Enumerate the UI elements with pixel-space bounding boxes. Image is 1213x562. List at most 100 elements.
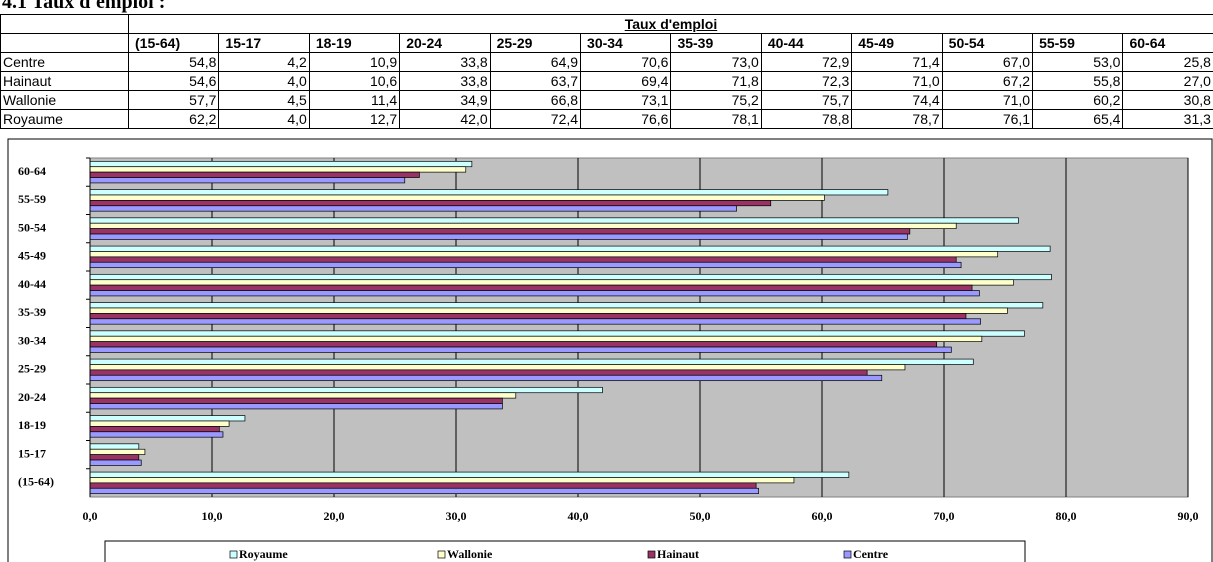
bar xyxy=(89,358,974,365)
x-tick-label: 60,0 xyxy=(812,509,833,523)
cell: 71,0 xyxy=(851,71,943,91)
column-header: 50-54 xyxy=(941,33,1034,53)
bar xyxy=(89,307,1008,314)
cell: 69,4 xyxy=(580,71,672,91)
bar xyxy=(89,222,957,229)
legend-label: Royaume xyxy=(239,547,288,561)
bar xyxy=(89,346,952,353)
heading: 4.1 Taux d'emploi : xyxy=(2,0,166,13)
bar xyxy=(89,313,967,320)
cell: 25,8 xyxy=(1122,52,1213,72)
y-tick-label: 30-34 xyxy=(18,333,46,347)
cell: 66,8 xyxy=(489,90,582,110)
bar xyxy=(89,171,420,178)
bar xyxy=(89,256,957,263)
bar xyxy=(89,426,220,433)
cell: 65,4 xyxy=(1032,109,1124,129)
x-tick-label: 20,0 xyxy=(324,509,345,523)
bar xyxy=(89,200,772,207)
legend-label: Wallonie xyxy=(447,547,493,561)
bar xyxy=(89,302,1044,309)
cell: 53,0 xyxy=(1032,52,1124,72)
y-tick-label: 55-59 xyxy=(18,192,46,206)
legend-box xyxy=(104,540,1026,562)
legend-swatch xyxy=(437,550,446,559)
x-tick-label: 10,0 xyxy=(202,509,223,523)
bar xyxy=(89,261,962,269)
cell: 72,4 xyxy=(489,109,582,129)
bar xyxy=(89,386,603,394)
y-tick-label: 50-54 xyxy=(18,220,46,234)
cell: 78,7 xyxy=(851,109,943,129)
bar xyxy=(89,318,981,325)
bar xyxy=(89,335,983,342)
y-tick-label: 45-49 xyxy=(18,249,46,263)
cell: 78,8 xyxy=(760,109,853,129)
bar xyxy=(89,487,759,495)
row-label: Royaume xyxy=(0,109,129,129)
bar xyxy=(89,392,517,399)
y-tick-label: 40-44 xyxy=(18,277,46,291)
x-tick-label: 30,0 xyxy=(446,509,467,523)
y-tick-label: 15-17 xyxy=(18,446,46,460)
bar xyxy=(89,245,1051,252)
legend-swatch xyxy=(229,550,238,559)
bar xyxy=(89,443,140,450)
bar xyxy=(89,341,938,348)
bar xyxy=(89,448,146,455)
table-row: Royaume 62,2 4,0 12,7 42,0 72,4 76,6 78,1 78,8 78… xyxy=(0,109,1213,129)
column-header: 18-19 xyxy=(308,33,401,53)
cell: 12,7 xyxy=(308,109,401,129)
bar xyxy=(89,290,980,297)
bar xyxy=(89,420,230,427)
bar xyxy=(89,233,908,240)
bar xyxy=(89,189,889,196)
bar xyxy=(89,205,737,212)
y-tick-label: 35-39 xyxy=(18,305,46,319)
bar xyxy=(89,364,906,371)
cell: 76,6 xyxy=(580,109,672,129)
cell: 4,0 xyxy=(218,71,310,91)
y-tick-label: 60-64 xyxy=(18,164,46,178)
bar xyxy=(89,471,850,478)
bar xyxy=(89,454,140,461)
cell: 78,1 xyxy=(670,109,762,129)
cell: 42,0 xyxy=(399,109,491,129)
y-tick-label: 18-19 xyxy=(18,418,46,432)
cell: 64,9 xyxy=(489,52,582,72)
bar xyxy=(89,431,224,438)
bar xyxy=(89,330,1025,337)
bar xyxy=(89,477,795,484)
bar xyxy=(89,279,1014,286)
bar xyxy=(89,403,503,410)
x-tick-label: 80,0 xyxy=(1056,509,1077,523)
legend-label: Hainaut xyxy=(657,547,699,561)
data-table: Taux d'emploi (15-64) 15-17 18-19 20-24 25-29… xyxy=(0,14,1213,129)
bar xyxy=(89,482,757,489)
cell: 73,0 xyxy=(670,52,762,72)
y-tick-label: 25-29 xyxy=(18,362,46,376)
x-tick-label: 90,0 xyxy=(1178,509,1199,523)
x-tick-label: 70,0 xyxy=(934,509,955,523)
column-header: 25-29 xyxy=(489,33,582,53)
cell: 31,3 xyxy=(1122,109,1213,129)
cell: 62,2 xyxy=(127,109,220,129)
bar xyxy=(89,273,1052,281)
table-row: Wallonie 57,7 4,5 11,4 34,9 66,8 73,1 75,2 75,7 7… xyxy=(0,90,1213,110)
cell: 70,6 xyxy=(580,52,672,72)
row-label: Hainaut xyxy=(0,71,129,91)
bar xyxy=(89,228,911,235)
x-tick-label: 50,0 xyxy=(690,509,711,523)
bar xyxy=(89,459,142,466)
bar xyxy=(89,415,246,422)
bar xyxy=(89,251,999,258)
bar xyxy=(89,166,467,173)
table-row: (15-64) 15-17 18-19 20-24 25-29 30-34 35-39 40-… xyxy=(0,33,1213,53)
bar xyxy=(89,374,883,382)
bar xyxy=(89,194,825,201)
cell: 71,4 xyxy=(851,52,943,72)
bar xyxy=(89,284,973,291)
bar xyxy=(89,217,1019,224)
